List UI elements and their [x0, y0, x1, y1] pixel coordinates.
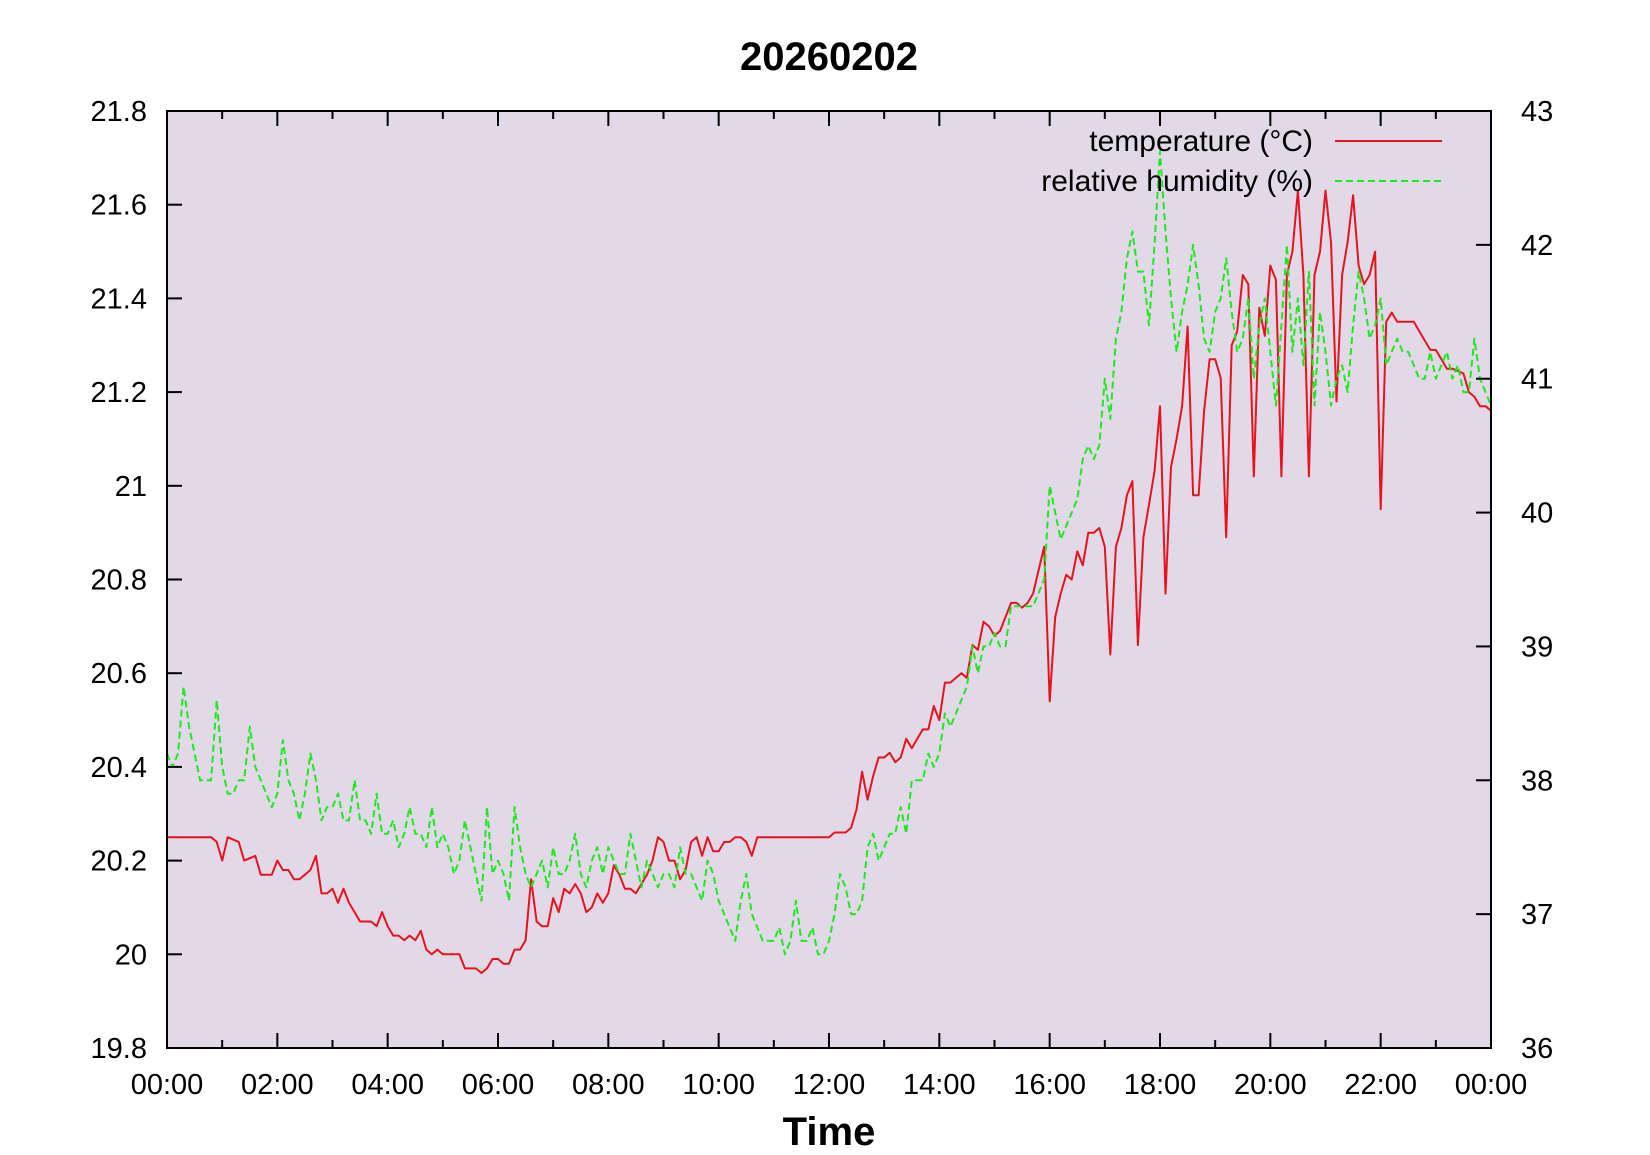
legend-label: relative humidity (%) [1041, 165, 1313, 198]
x-tick-label: 08:00 [572, 1069, 645, 1101]
legend-label: temperature (°C) [1089, 125, 1313, 158]
x-tick-label: 02:00 [241, 1069, 314, 1101]
y2-tick-label: 37 [1521, 899, 1553, 931]
y-tick-label: 19.8 [91, 1033, 147, 1065]
legend: temperature (°C) relative humidity (%) [1041, 125, 1442, 198]
y-tick-label: 21.6 [91, 190, 147, 222]
y-tick-label: 20.2 [91, 846, 147, 878]
x-tick-label: 22:00 [1344, 1069, 1417, 1101]
y-tick-label: 21 [115, 471, 147, 503]
y2-tick-label: 41 [1521, 364, 1553, 396]
y2-tick-label: 42 [1521, 230, 1553, 262]
y-tick-label: 20.6 [91, 658, 147, 690]
x-tick-label: 00:00 [131, 1069, 204, 1101]
x-tick-label: 14:00 [903, 1069, 976, 1101]
y-tick-label: 21.4 [91, 283, 147, 315]
y2-tick-label: 39 [1521, 631, 1553, 663]
series-layer [166, 150, 1492, 974]
chart-title: 20260202 [740, 35, 918, 79]
ticks-layer [166, 110, 1492, 1049]
humidity-line [166, 150, 1492, 956]
y-tick-label: 21.2 [91, 377, 147, 409]
y-tick-label: 21.8 [91, 96, 147, 128]
x-tick-label: 18:00 [1124, 1069, 1197, 1101]
x-axis-label: Time [783, 1110, 876, 1154]
x-tick-label: 10:00 [682, 1069, 755, 1101]
temperature-line [167, 189, 1492, 974]
tick-labels-layer: 00:00 02:00 04:00 06:00 08:00 10:00 12:00 14:00… [91, 96, 1554, 1101]
x-tick-label: 20:00 [1234, 1069, 1307, 1101]
y2-tick-label: 36 [1521, 1033, 1553, 1065]
x-tick-label: 16:00 [1013, 1069, 1086, 1101]
y2-tick-label: 43 [1521, 96, 1553, 128]
y2-tick-label: 38 [1521, 765, 1553, 797]
x-tick-label: 00:00 [1455, 1069, 1528, 1101]
y2-tick-label: 40 [1521, 498, 1553, 530]
y-tick-label: 20.8 [91, 565, 147, 597]
x-tick-label: 06:00 [462, 1069, 535, 1101]
x-tick-label: 04:00 [351, 1069, 424, 1101]
y-tick-label: 20.4 [91, 752, 147, 784]
x-tick-label: 12:00 [793, 1069, 866, 1101]
y-tick-label: 20 [115, 939, 147, 971]
